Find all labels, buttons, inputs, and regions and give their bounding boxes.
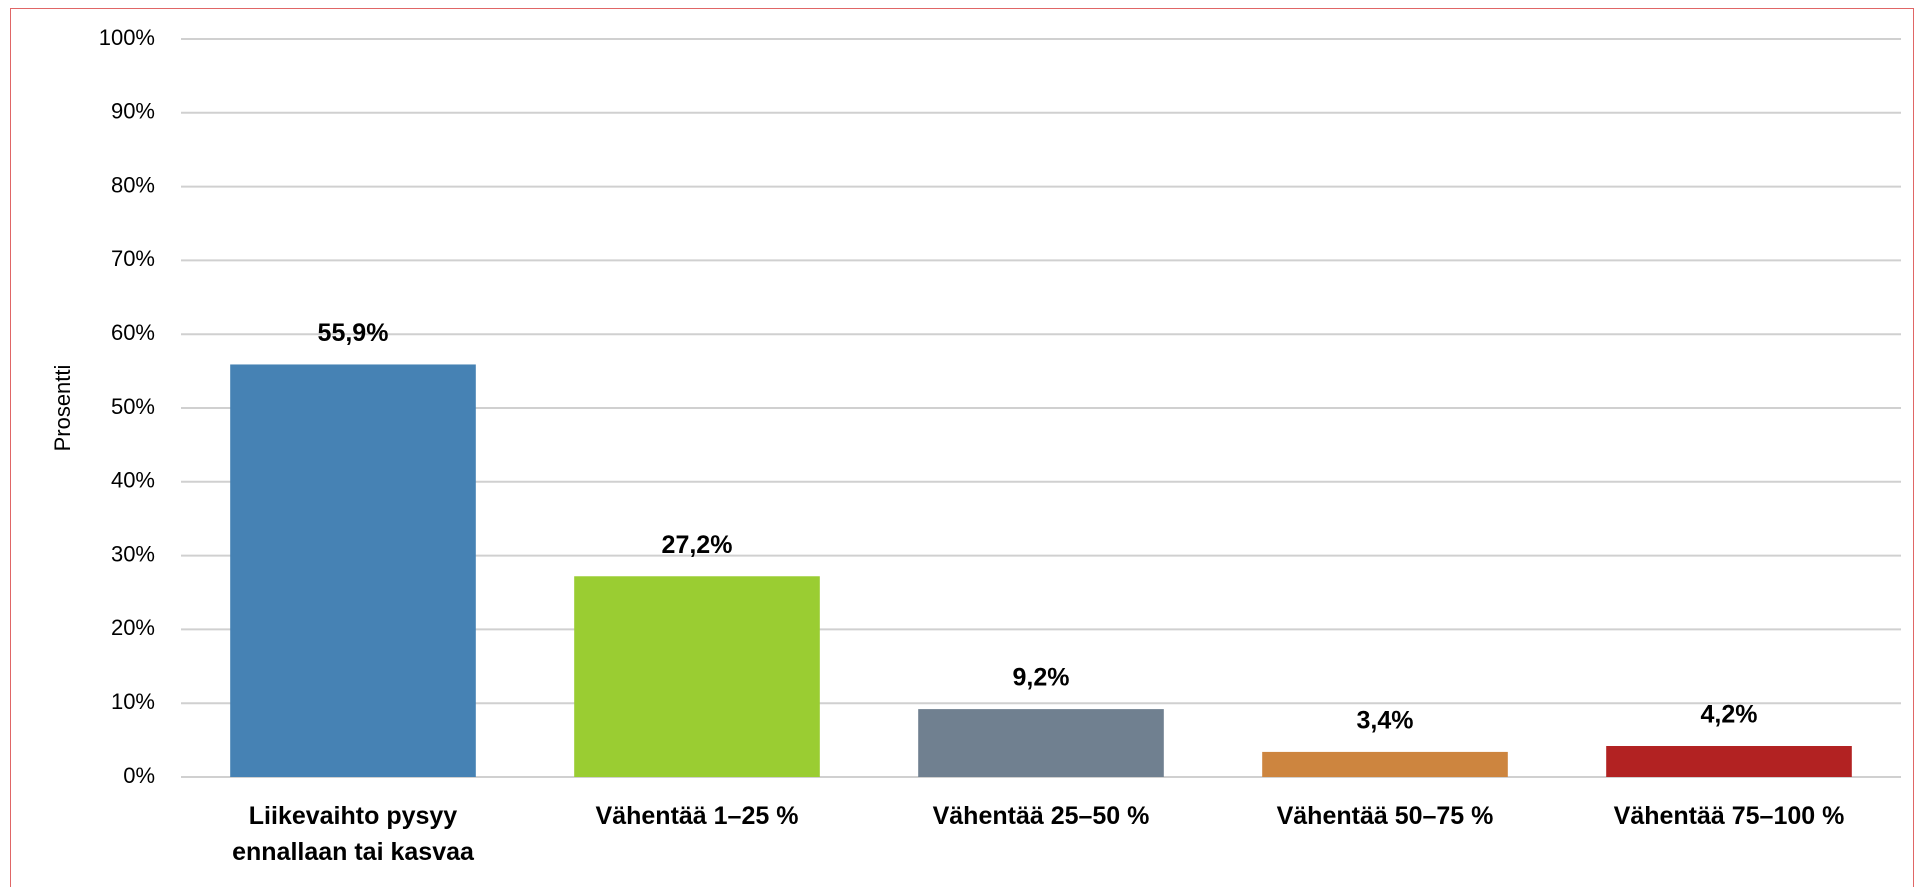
y-tick-label: 30%: [111, 541, 155, 566]
y-tick-label: 20%: [111, 615, 155, 640]
y-tick-label: 0%: [123, 763, 155, 788]
y-tick-label: 60%: [111, 320, 155, 345]
x-tick-label: Vähentää 25–50 %: [932, 802, 1150, 830]
y-tick-label: 70%: [111, 246, 155, 271]
bar: [574, 576, 820, 777]
y-tick-label: 40%: [111, 468, 155, 493]
x-tick-label: Vähentää 75–100 %: [1613, 802, 1845, 830]
x-tick-label: Vähentää 50–75 %: [1276, 802, 1494, 830]
bar: [230, 364, 476, 777]
y-axis-label: Prosentti: [50, 365, 75, 452]
data-label: 3,4%: [1357, 707, 1414, 735]
bar: [918, 709, 1164, 777]
data-label: 55,9%: [318, 319, 389, 347]
data-label: 4,2%: [1701, 701, 1758, 729]
bar: [1262, 751, 1508, 777]
data-label: 27,2%: [662, 531, 733, 559]
y-tick-label: 80%: [111, 172, 155, 197]
y-tick-label: 90%: [111, 99, 155, 124]
x-tick-label: Vähentää 1–25 %: [595, 802, 799, 830]
y-tick-label: 10%: [111, 689, 155, 714]
y-tick-label: 50%: [111, 394, 155, 419]
chart-frame: [10, 8, 1914, 887]
y-tick-label: 100%: [99, 25, 155, 50]
bar: [1606, 746, 1852, 777]
data-label: 9,2%: [1013, 664, 1070, 692]
x-tick-label: Liikevaihto pysyy ennallaan tai kasvaa: [232, 802, 474, 866]
